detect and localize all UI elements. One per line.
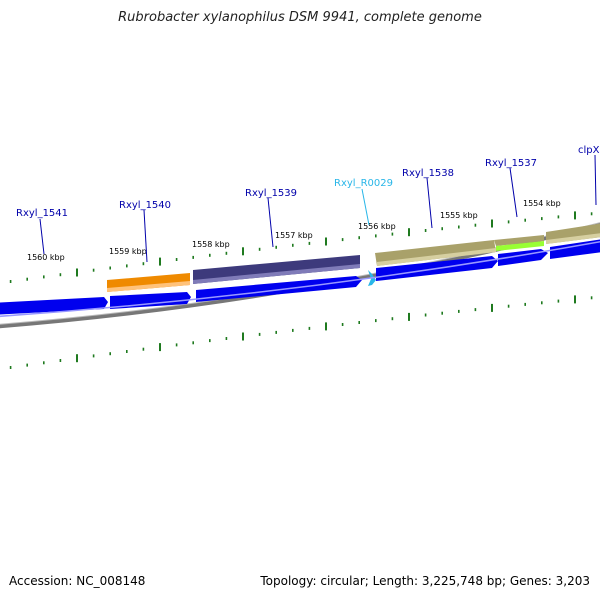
genome-summary: Topology: circular; Length: 3,225,748 bp… xyxy=(260,574,590,588)
feature-block-purple-shade xyxy=(193,264,360,284)
feature-block-orange-shade xyxy=(107,281,190,292)
gene-label-rxyl-1538[interactable]: Rxyl_1538 xyxy=(402,168,454,179)
label-leader xyxy=(509,167,518,218)
tick-labels: 1560 kbp 1559 kbp 1558 kbp 1557 kbp 1556… xyxy=(27,199,561,262)
cds-arrow[interactable] xyxy=(196,276,362,302)
gene-label-clpx[interactable]: clpX xyxy=(578,145,600,156)
gene-label-rxyl-1541[interactable]: Rxyl_1541 xyxy=(16,208,68,219)
gene-label-rxyl-1539[interactable]: Rxyl_1539 xyxy=(245,188,297,199)
gene-label-rxyl-1537[interactable]: Rxyl_1537 xyxy=(485,158,537,169)
tick-label: 1560 kbp xyxy=(27,253,65,262)
label-leader xyxy=(426,177,433,229)
cds-arrow[interactable] xyxy=(110,292,191,309)
gene-labels: Rxyl_1541 Rxyl_1540 Rxyl_1539 Rxyl_R0029… xyxy=(16,145,600,263)
cds-track xyxy=(0,239,600,318)
gene-label-rxyl-1540[interactable]: Rxyl_1540 xyxy=(119,200,171,211)
feature-block-khaki-2[interactable] xyxy=(494,235,544,246)
label-leader xyxy=(361,188,370,226)
label-leader xyxy=(39,218,45,255)
tick-label: 1559 kbp xyxy=(109,247,147,256)
upper-tick-ruler xyxy=(9,211,593,283)
feature-block-khaki-3-shade xyxy=(546,233,600,244)
lower-tick-ruler xyxy=(9,295,593,369)
tick-label: 1555 kbp xyxy=(440,211,478,220)
feature-block-khaki-shade xyxy=(377,248,496,266)
label-leader xyxy=(267,197,274,248)
tick-label: 1558 kbp xyxy=(192,240,230,249)
gene-label-rxyl-r0029[interactable]: Rxyl_R0029 xyxy=(334,178,393,189)
feature-block-lime[interactable] xyxy=(496,241,544,251)
tick-label: 1557 kbp xyxy=(275,231,313,240)
label-leader xyxy=(143,209,148,263)
label-leader xyxy=(594,154,597,206)
tick-label: 1554 kbp xyxy=(523,199,561,208)
map-title: Rubrobacter xylanophilus DSM 9941, compl… xyxy=(118,10,482,25)
cds-track-shadow xyxy=(0,241,600,318)
tick-label: 1556 kbp xyxy=(358,222,396,231)
feature-track xyxy=(107,223,600,292)
accession-label: Accession: NC_008148 xyxy=(9,574,146,588)
